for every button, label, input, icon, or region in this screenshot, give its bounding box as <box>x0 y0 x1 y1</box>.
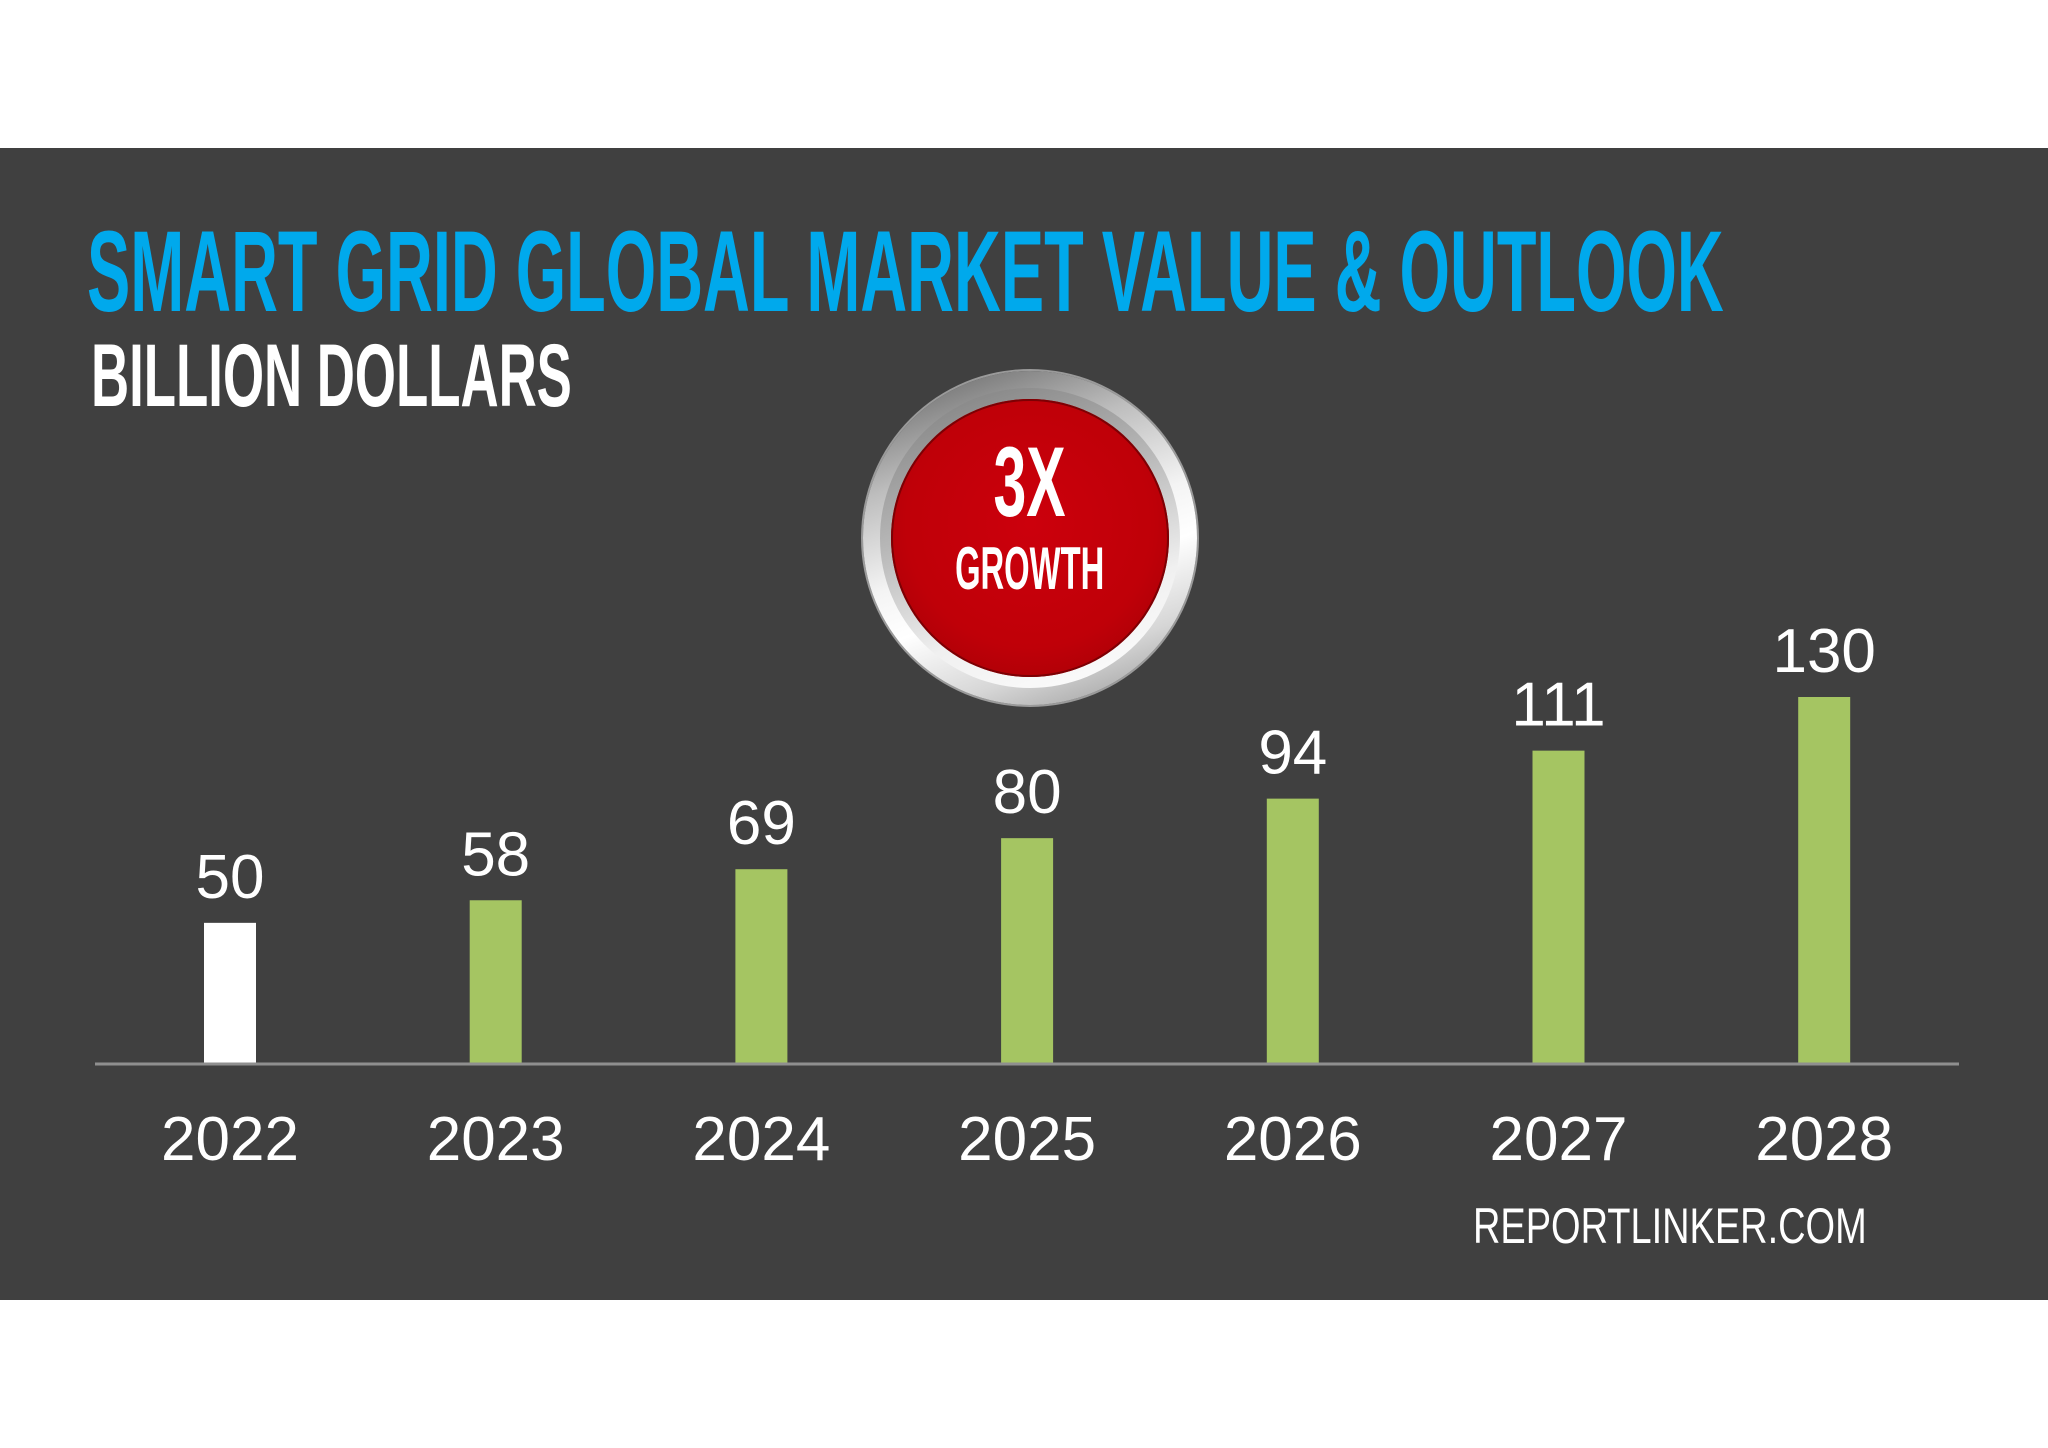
chart-title-text: SMART GRID GLOBAL MARKET VALUE & OUTLOOK <box>87 208 1724 336</box>
growth-badge-circle <box>891 399 1169 677</box>
growth-badge-ring <box>880 388 1180 688</box>
growth-badge-value-text: 3X <box>993 426 1067 537</box>
chart-subtitle-text: BILLION DOLLARS <box>91 325 572 425</box>
growth-badge <box>863 371 1197 705</box>
growth-badge-value: 3X <box>880 432 1180 531</box>
chart-subtitle: BILLION DOLLARS <box>91 331 572 420</box>
growth-badge-label-text: GROWTH <box>955 535 1105 602</box>
chart-panel <box>0 148 2048 1300</box>
source-credit: REPORTLINKER.COM <box>1473 1201 1867 1251</box>
chart-title: SMART GRID GLOBAL MARKET VALUE & OUTLOOK <box>87 215 1724 330</box>
source-credit-text: REPORTLINKER.COM <box>1473 1198 1867 1254</box>
growth-badge-label: GROWTH <box>880 539 1180 599</box>
